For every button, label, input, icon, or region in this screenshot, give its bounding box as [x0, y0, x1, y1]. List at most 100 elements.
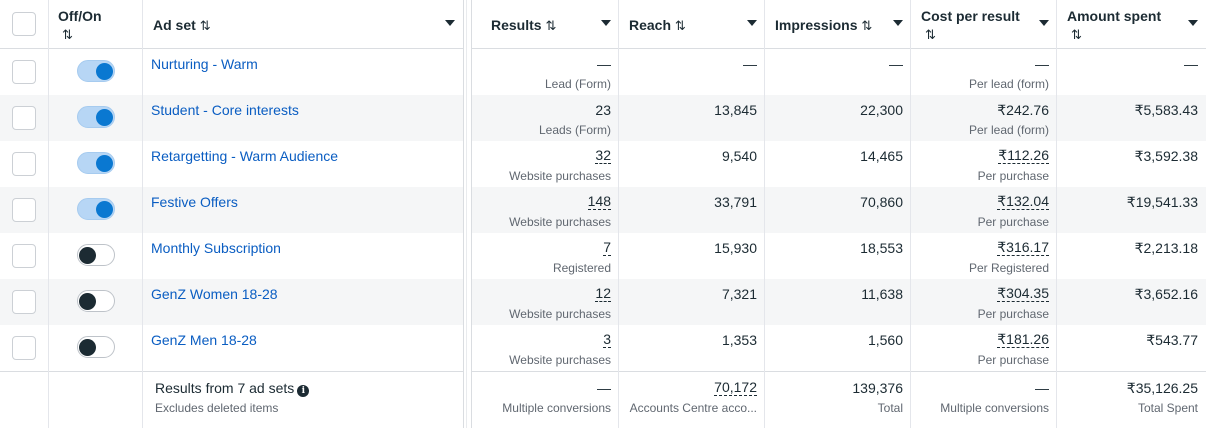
results-value[interactable]: 3	[603, 331, 611, 348]
column-divider	[618, 0, 619, 428]
results-value[interactable]: 148	[587, 193, 611, 210]
column-divider	[142, 0, 143, 428]
results-type: Website purchases	[509, 215, 611, 229]
toggle-knob	[96, 63, 113, 80]
sort-icon[interactable]: ⇅	[1071, 27, 1082, 42]
row-spent-cell: ₹19,541.33	[1057, 187, 1206, 233]
frozen-column-divider[interactable]	[463, 0, 472, 428]
info-icon[interactable]: i	[297, 385, 310, 397]
column-divider	[910, 0, 911, 428]
header-adset-cell[interactable]: Ad set ⇅	[143, 0, 463, 48]
adset-name-link[interactable]: Nurturing - Warm	[151, 56, 258, 72]
adset-status-toggle[interactable]	[77, 244, 115, 266]
row-spent-cell: —	[1057, 49, 1206, 95]
header-spent-cell[interactable]: Amount spent ⇅	[1057, 0, 1206, 48]
adset-status-toggle[interactable]	[77, 336, 115, 358]
cpr-value[interactable]: ₹132.04	[997, 193, 1049, 210]
footer-reach-value[interactable]: 70,172	[714, 379, 757, 396]
row-adset-cell: Festive Offers	[143, 187, 463, 233]
footer-results-value: —	[597, 380, 611, 396]
header-results-cell[interactable]: Results ⇅	[472, 0, 619, 48]
row-reach-cell: 13,845	[619, 95, 765, 141]
row-select-cell	[0, 141, 48, 187]
header-cpr-cell[interactable]: Cost per result ⇅	[911, 0, 1057, 48]
row-checkbox[interactable]	[12, 152, 36, 176]
row-checkbox[interactable]	[12, 244, 36, 268]
chevron-down-icon[interactable]	[601, 20, 611, 26]
table-row[interactable]: Monthly Subscription 7 Registered 15,930 18,…	[0, 233, 1206, 279]
chevron-down-icon[interactable]	[1188, 20, 1198, 26]
cpr-value[interactable]: ₹112.26	[998, 147, 1049, 164]
row-results-cell: 148 Website purchases	[472, 187, 619, 233]
results-value[interactable]: 7	[603, 239, 611, 256]
footer-title: Results from 7 ad sets	[155, 380, 295, 396]
row-results-cell: 7 Registered	[472, 233, 619, 279]
chevron-down-icon[interactable]	[445, 20, 455, 26]
results-type: Website purchases	[509, 353, 611, 367]
table-row[interactable]: Festive Offers 148 Website purchases 33,791…	[0, 187, 1206, 233]
header-toggle-cell[interactable]: Off/On ⇅	[48, 0, 143, 48]
cpr-value[interactable]: ₹316.17	[997, 239, 1049, 256]
chevron-down-icon[interactable]	[893, 20, 903, 26]
adset-name-link[interactable]: GenZ Men 18-28	[151, 332, 257, 348]
row-checkbox[interactable]	[12, 60, 36, 84]
column-divider	[764, 0, 765, 428]
adset-name-link[interactable]: Retargetting - Warm Audience	[151, 148, 339, 164]
chevron-down-icon[interactable]	[1039, 20, 1049, 26]
footer-cpr-cell: — Multiple conversions	[911, 372, 1057, 428]
spent-value: ₹543.77	[1146, 332, 1198, 348]
adset-status-toggle[interactable]	[77, 290, 115, 312]
sort-icon[interactable]: ⇅	[925, 27, 936, 42]
row-checkbox[interactable]	[12, 198, 36, 222]
table-row[interactable]: GenZ Women 18-28 12 Website purchases 7,321…	[0, 279, 1206, 325]
adset-name-link[interactable]: Festive Offers	[151, 194, 238, 210]
reach-value: 1,353	[721, 332, 757, 348]
header-impressions-cell[interactable]: Impressions ⇅	[765, 0, 911, 48]
adset-name-link[interactable]: Monthly Subscription	[151, 240, 281, 256]
footer-cpr-value: —	[1035, 380, 1049, 396]
row-checkbox[interactable]	[12, 106, 36, 130]
footer-impressions-cell: 139,376 Total	[765, 372, 911, 428]
table-row[interactable]: Retargetting - Warm Audience 32 Website pu…	[0, 141, 1206, 187]
impressions-value: 1,560	[867, 332, 903, 348]
select-all-checkbox[interactable]	[12, 12, 36, 36]
reach-column-label: Reach	[629, 17, 672, 33]
cpr-value[interactable]: ₹304.35	[997, 285, 1049, 302]
sort-icon[interactable]: ⇅	[674, 18, 686, 33]
chevron-down-icon[interactable]	[747, 20, 757, 26]
row-cpr-cell: — Per lead (form)	[911, 49, 1057, 95]
row-cpr-cell: ₹132.04 Per purchase	[911, 187, 1057, 233]
sort-icon[interactable]: ⇅	[199, 18, 211, 33]
header-reach-cell[interactable]: Reach ⇅	[619, 0, 765, 48]
results-value[interactable]: 32	[595, 147, 611, 164]
row-checkbox[interactable]	[12, 290, 36, 314]
table-row[interactable]: GenZ Men 18-28 3 Website purchases 1,353 1,5…	[0, 325, 1206, 371]
adset-status-toggle[interactable]	[77, 60, 115, 82]
sort-icon[interactable]: ⇅	[62, 27, 73, 42]
adset-name-link[interactable]: GenZ Women 18-28	[151, 286, 278, 302]
results-type: Website purchases	[509, 169, 611, 183]
row-toggle-cell	[48, 233, 143, 279]
adset-column-label: Ad set	[153, 17, 196, 33]
adset-status-toggle[interactable]	[77, 152, 115, 174]
spent-value: —	[1184, 56, 1198, 72]
table-row[interactable]: Nurturing - Warm — Lead (Form) — — — Per lead …	[0, 49, 1206, 95]
adset-status-toggle[interactable]	[77, 198, 115, 220]
footer-impressions-sub: Total	[877, 401, 903, 415]
sort-icon[interactable]: ⇅	[861, 18, 873, 33]
row-toggle-cell	[48, 325, 143, 371]
reach-value: 9,540	[721, 148, 757, 164]
row-checkbox[interactable]	[12, 336, 36, 360]
row-results-cell: 12 Website purchases	[472, 279, 619, 325]
toggle-knob	[79, 339, 96, 356]
adset-status-toggle[interactable]	[77, 106, 115, 128]
cpr-value[interactable]: ₹181.26	[997, 331, 1049, 348]
adset-name-link[interactable]: Student - Core interests	[151, 102, 299, 118]
sort-icon[interactable]: ⇅	[545, 18, 557, 33]
results-value[interactable]: 12	[595, 285, 611, 302]
impressions-value: 14,465	[860, 148, 903, 164]
row-impressions-cell: 1,560	[765, 325, 911, 371]
table-row[interactable]: Student - Core interests 23 Leads (Form) 13…	[0, 95, 1206, 141]
row-cpr-cell: ₹242.76 Per lead (form)	[911, 95, 1057, 141]
row-adset-cell: Monthly Subscription	[143, 233, 463, 279]
